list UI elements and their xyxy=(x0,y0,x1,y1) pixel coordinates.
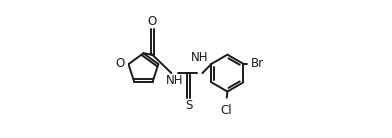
Text: S: S xyxy=(185,99,192,112)
Text: NH: NH xyxy=(191,51,208,63)
Text: O: O xyxy=(116,57,125,70)
Text: NH: NH xyxy=(166,75,183,87)
Text: Cl: Cl xyxy=(220,104,232,117)
Text: O: O xyxy=(148,15,157,28)
Text: Br: Br xyxy=(250,57,264,70)
